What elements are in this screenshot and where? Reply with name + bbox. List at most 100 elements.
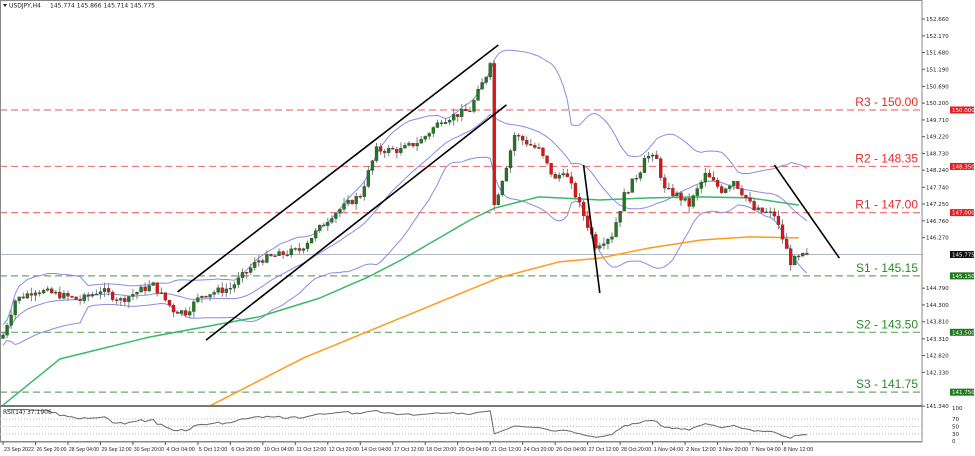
- x-tick-label: 11 Oct 12:00: [296, 447, 326, 453]
- candle-body: [764, 211, 768, 214]
- candle: [415, 137, 419, 152]
- candle-body: [305, 242, 310, 249]
- candle: [525, 136, 529, 147]
- candle-body: [220, 287, 224, 293]
- candle: [257, 255, 261, 267]
- candle: [663, 174, 667, 193]
- candle-body: [139, 286, 143, 293]
- level-price-badge-text: 145.150: [952, 274, 975, 280]
- candle: [330, 215, 334, 224]
- candle: [159, 287, 163, 295]
- candle-body: [663, 177, 667, 189]
- candle: [585, 210, 590, 232]
- candle: [123, 296, 127, 306]
- candle-body: [257, 260, 261, 263]
- candle-body: [797, 255, 801, 258]
- candle-body: [350, 200, 354, 205]
- candle-body: [395, 149, 399, 153]
- candle-body: [78, 299, 82, 301]
- candle: [179, 309, 184, 316]
- candle: [192, 299, 196, 318]
- level-price-badge: [950, 106, 974, 114]
- candle-body: [66, 293, 70, 297]
- candle: [655, 150, 659, 159]
- bollinger-lower-band: [2, 156, 808, 346]
- candle: [74, 296, 78, 300]
- candle-body: [768, 211, 772, 213]
- candle-body: [452, 114, 456, 121]
- candle-body: [244, 272, 249, 274]
- candle-body: [399, 147, 403, 153]
- candle: [33, 290, 38, 302]
- candle: [293, 247, 297, 251]
- candle: [521, 134, 525, 146]
- candle-body: [253, 262, 257, 268]
- rsi-label: RSI(14) 37.1906: [3, 409, 52, 416]
- candle-body: [98, 291, 103, 295]
- candle: [744, 194, 748, 202]
- candle: [370, 159, 375, 175]
- candle: [784, 233, 789, 249]
- candle: [244, 271, 249, 279]
- candle-body: [184, 310, 188, 316]
- current-price-badge: [950, 250, 974, 258]
- candle: [102, 282, 107, 297]
- candle: [533, 142, 537, 149]
- candle-body: [273, 255, 277, 257]
- candle-body: [594, 234, 598, 249]
- candle-body: [630, 178, 634, 193]
- candle-body: [58, 291, 62, 299]
- candle: [602, 237, 606, 250]
- candle: [492, 60, 496, 211]
- candle: [196, 293, 200, 304]
- level-label: S1 - 145.15: [856, 261, 918, 275]
- candle-body: [115, 299, 119, 301]
- candle: [167, 299, 172, 308]
- candle-body: [805, 252, 809, 255]
- candle: [232, 281, 237, 293]
- candle: [387, 144, 391, 157]
- dropdown-triangle-icon[interactable]: [3, 4, 7, 7]
- candle: [407, 141, 411, 147]
- x-tick-label: 28 Oct 20:00: [621, 447, 651, 453]
- candle: [281, 250, 285, 259]
- y-tick-label: 147.740: [926, 185, 949, 191]
- trendline[interactable]: [205, 104, 507, 341]
- candle: [322, 222, 326, 227]
- candle-body: [37, 292, 42, 294]
- candle: [204, 295, 208, 299]
- candle-body: [415, 143, 419, 147]
- candle-body: [638, 172, 643, 179]
- candle: [151, 281, 155, 286]
- level-label: R3 - 150.00: [855, 95, 918, 109]
- candle: [614, 217, 618, 238]
- candle: [17, 296, 21, 304]
- candle: [610, 232, 614, 244]
- candle: [671, 184, 675, 198]
- candle: [70, 295, 74, 299]
- candle: [549, 162, 553, 177]
- candle-body: [175, 311, 180, 314]
- candle: [253, 257, 257, 271]
- trendline[interactable]: [177, 44, 499, 293]
- candle-body: [370, 160, 375, 171]
- candle: [399, 142, 403, 156]
- candle: [403, 142, 407, 149]
- level-label: R1 - 147.00: [855, 198, 918, 212]
- candle: [740, 184, 744, 198]
- candle: [683, 198, 687, 203]
- x-tick-label: 3 Nov 20:00: [719, 447, 749, 453]
- trendline[interactable]: [773, 164, 841, 259]
- candle: [646, 151, 651, 163]
- candle-body: [427, 133, 431, 137]
- candle: [184, 307, 188, 318]
- candle-body: [155, 282, 159, 294]
- candle: [236, 272, 241, 288]
- candle-body: [411, 142, 415, 147]
- candle: [9, 309, 13, 329]
- candle-body: [13, 300, 17, 316]
- candle: [480, 78, 484, 90]
- trendline[interactable]: [582, 164, 601, 294]
- candle: [456, 114, 460, 122]
